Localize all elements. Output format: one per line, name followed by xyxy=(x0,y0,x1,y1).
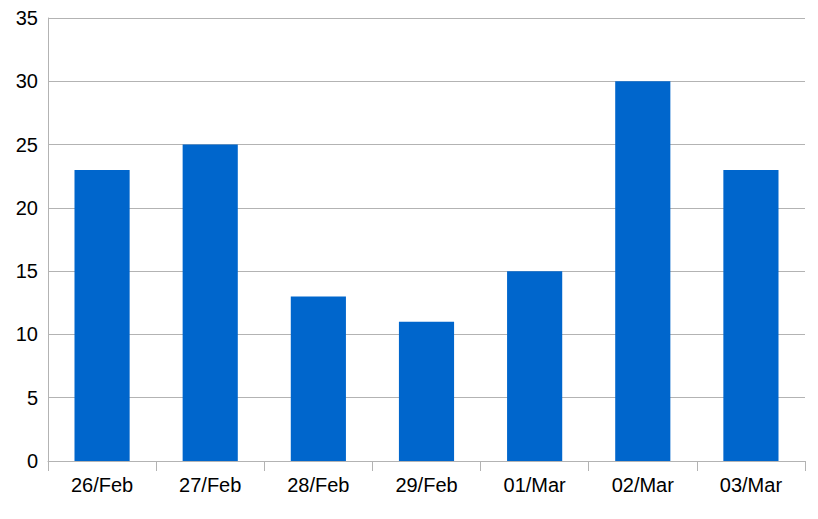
svg-text:0: 0 xyxy=(27,450,38,472)
svg-text:01/Mar: 01/Mar xyxy=(504,474,567,496)
svg-text:20: 20 xyxy=(16,197,38,219)
svg-text:26/Feb: 26/Feb xyxy=(71,474,133,496)
svg-text:03/Mar: 03/Mar xyxy=(720,474,783,496)
svg-text:29/Feb: 29/Feb xyxy=(395,474,457,496)
svg-text:27/Feb: 27/Feb xyxy=(179,474,241,496)
svg-text:28/Feb: 28/Feb xyxy=(287,474,349,496)
svg-text:02/Mar: 02/Mar xyxy=(612,474,675,496)
svg-text:10: 10 xyxy=(16,323,38,345)
svg-text:5: 5 xyxy=(27,387,38,409)
svg-text:25: 25 xyxy=(16,134,38,156)
svg-text:35: 35 xyxy=(16,7,38,29)
svg-text:30: 30 xyxy=(16,70,38,92)
svg-text:15: 15 xyxy=(16,260,38,282)
